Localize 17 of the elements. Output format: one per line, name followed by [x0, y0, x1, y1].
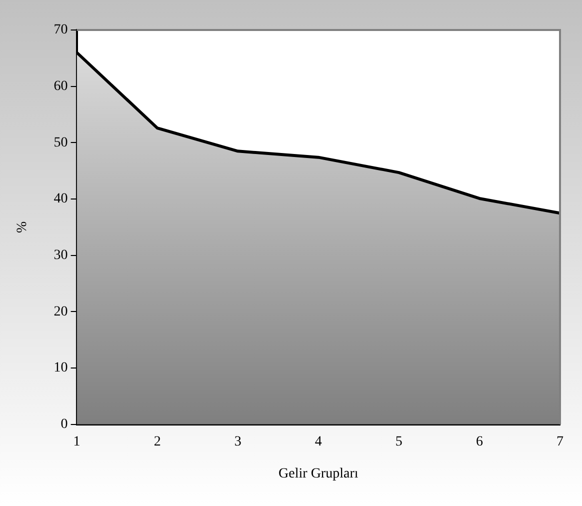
x-tick-label: 5: [395, 434, 402, 450]
y-tick-label: 40: [54, 192, 68, 207]
y-tick-label: 0: [60, 417, 68, 432]
x-tick-label: 3: [234, 434, 242, 450]
y-tick-label: 60: [54, 79, 68, 94]
y-tick-label: 20: [54, 304, 68, 320]
x-tick-label: 6: [476, 434, 483, 450]
y-tick-label: 30: [54, 248, 68, 264]
x-tick-label: 4: [314, 434, 322, 450]
x-tick-label: 7: [556, 434, 564, 450]
y-axis-title: %: [15, 221, 30, 234]
y-tick-label: 10: [54, 360, 68, 376]
x-tick-label: 2: [154, 434, 161, 450]
x-tick-label: 1: [73, 434, 80, 450]
y-tick-label: 70: [54, 22, 68, 38]
y-tick-label: 50: [54, 135, 68, 150]
x-axis-title: Gelir Grupları: [278, 466, 358, 482]
